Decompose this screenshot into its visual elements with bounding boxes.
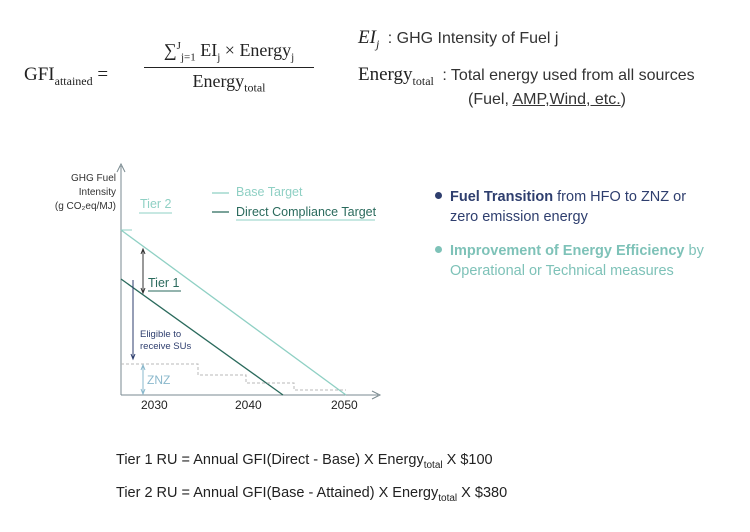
y-axis-label-line2: Intensity — [78, 187, 116, 198]
def-ei-symbol-text: EI — [358, 27, 376, 48]
sum-symbol: ∑ — [163, 40, 177, 60]
formula-lhs-sub: attained — [54, 73, 93, 88]
def-ei-text: : GHG Intensity of Fuel j — [387, 30, 559, 47]
fraction-bar — [144, 66, 314, 68]
num-energy: Energy — [239, 40, 292, 60]
znz-arrow-head-top — [140, 363, 146, 371]
y-axis-label-line1: GHG Fuel — [70, 173, 116, 184]
bullet-fuel-line1: Fuel Transition from HFO to ZNZ or — [435, 187, 686, 207]
definition-energy-examples: (Fuel, AMP,Wind, etc.) — [468, 91, 626, 109]
def-examples-underlined: AMP,Wind, etc. — [512, 91, 621, 108]
eligible-label-line1: Eligible to — [140, 329, 182, 340]
znz-label: ZNZ — [147, 373, 171, 387]
eligible-arrow-head — [130, 353, 136, 361]
y-axis-label-line3: (g CO₂eq/MJ) — [54, 201, 116, 212]
sum-lower: j=1 — [180, 51, 196, 64]
bullet-dot-teal — [435, 246, 442, 253]
tier1-arrow-head-top — [140, 247, 146, 255]
tier1-eq-suffix: X $100 — [442, 452, 493, 468]
num-energy-sub: j — [291, 51, 295, 64]
eligible-label: Eligible to receive SUs — [140, 329, 191, 353]
def-energy-symbol-sub: total — [412, 73, 434, 88]
formula-lhs: GFIattained = — [24, 64, 108, 89]
x-tick-2050: 2050 — [331, 398, 358, 412]
znz-arrow-head-bottom — [140, 388, 146, 396]
bullet-fuel-strong: Fuel Transition — [450, 189, 554, 205]
tier2-eq-sub: total — [438, 492, 458, 504]
definition-energy-total: Energytotal : Total energy used from all… — [358, 64, 695, 89]
num-ei: EI — [200, 40, 218, 60]
tier1-arrow-head-bottom — [140, 287, 146, 295]
formula-denominator: Energytotal — [144, 71, 314, 96]
bullet-fuel-transition: Fuel Transition from HFO to ZNZ or zero … — [435, 187, 686, 227]
den-energy-sub: total — [244, 80, 266, 95]
definition-ei: EIj : GHG Intensity of Fuel j — [358, 27, 558, 52]
bullet-efficiency-strong: Improvement of Energy Efficiency — [450, 243, 685, 259]
tier2-label: Tier 2 — [140, 197, 172, 211]
formula-numerator: ∑Jj=1 EIj × Energyj — [144, 40, 314, 67]
bullet-dot-navy — [435, 192, 442, 199]
eligible-label-line2: receive SUs — [140, 341, 192, 352]
formula-equals: = — [97, 64, 109, 85]
legend-direct-label: Direct Compliance Target — [236, 205, 377, 219]
def-energy-symbol-text: Energy — [358, 64, 413, 85]
num-times: × — [224, 40, 235, 60]
x-axis-arrow — [371, 390, 382, 400]
bullet-efficiency-rest1: by — [684, 243, 704, 259]
tier1-eq-sub: total — [423, 459, 443, 471]
tier2-eq-prefix: Tier 2 RU = Annual GFI(Base - Attained) … — [116, 485, 439, 501]
sum-upper: J — [176, 40, 181, 52]
x-tick-2040: 2040 — [235, 398, 262, 412]
tier1-ru-equation: Tier 1 RU = Annual GFI(Direct - Base) X … — [116, 452, 493, 471]
def-ei-symbol-sub: j — [375, 36, 380, 51]
formula-lhs-text: GFI — [24, 64, 55, 85]
bullet-fuel-rest2: zero emission energy — [450, 209, 588, 225]
num-ei-sub: j — [217, 51, 221, 64]
x-tick-2030: 2030 — [141, 398, 168, 412]
y-axis-arrow — [116, 162, 126, 173]
bullet-energy-efficiency: Improvement of Energy Efficiency by Oper… — [435, 241, 704, 281]
def-energy-symbol: Energytotal — [358, 64, 434, 88]
tier2-eq-suffix: X $380 — [457, 485, 508, 501]
bullet-fuel-rest1: from HFO to ZNZ or — [553, 189, 687, 205]
tier1-label: Tier 1 — [148, 276, 180, 290]
y-axis-label: GHG Fuel Intensity (g CO₂eq/MJ) — [38, 172, 116, 214]
def-energy-text: : Total energy used from all sources — [442, 67, 695, 84]
def-examples-pre: (Fuel, — [468, 91, 513, 108]
legend-base-label: Base Target — [236, 185, 303, 199]
def-ei-symbol: EIj — [358, 27, 380, 51]
formula-fraction: ∑Jj=1 EIj × Energyj Energytotal — [144, 40, 314, 95]
tier2-ru-equation: Tier 2 RU = Annual GFI(Base - Attained) … — [116, 485, 507, 504]
bullet-efficiency-line1: Improvement of Energy Efficiency by — [435, 241, 704, 261]
tier1-eq-prefix: Tier 1 RU = Annual GFI(Direct - Base) X … — [116, 452, 424, 468]
znz-step-line — [121, 363, 346, 391]
def-examples-post: ) — [620, 91, 626, 108]
bullet-efficiency-rest2: Operational or Technical measures — [450, 263, 674, 279]
gfi-formula: GFIattained = ∑Jj=1 EIj × Energyj Energy… — [24, 40, 324, 110]
direct-compliance-line — [120, 278, 284, 396]
den-energy: Energy — [192, 70, 245, 91]
base-target-line — [120, 229, 347, 396]
